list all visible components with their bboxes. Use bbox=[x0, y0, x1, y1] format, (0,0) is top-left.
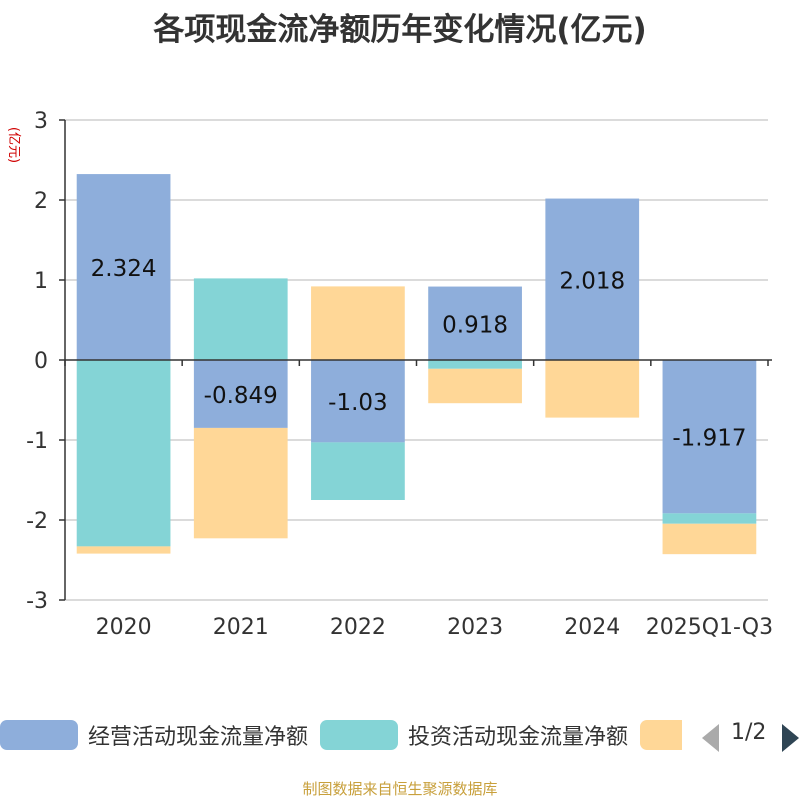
legend-item-operating[interactable]: 经营活动现金流量净额 bbox=[0, 718, 308, 752]
data-label-layer: 2.324 -0.849 -1.03 0.918 2.018 -1.917 bbox=[91, 256, 747, 452]
bar-segment-series-0[interactable] bbox=[428, 286, 522, 360]
y-axis-label: (亿元) bbox=[6, 127, 21, 163]
legend-swatch-investing bbox=[320, 720, 398, 750]
bar-segment-series-1[interactable] bbox=[76, 360, 171, 547]
bar-segment-series-2[interactable] bbox=[193, 427, 288, 539]
legend-prev-page-icon[interactable] bbox=[702, 724, 719, 752]
bar-segment-series-0[interactable] bbox=[545, 198, 640, 360]
bar-segment-series-0[interactable] bbox=[662, 360, 757, 514]
legend-swatch-operating bbox=[0, 720, 78, 750]
bar-segment-series-2[interactable] bbox=[545, 360, 640, 418]
x-tick-label: 2024 bbox=[564, 615, 620, 640]
bar-chart: 3 2 1 0 -1 -2 -3 (亿元) 2020 2021 2022 2023 2024 2025Q1… bbox=[6, 109, 773, 640]
grid-layer bbox=[65, 119, 768, 601]
axis-layer: 3 2 1 0 -1 -2 -3 (亿元) 2020 2021 2022 2023 2024 2025Q1… bbox=[6, 109, 773, 640]
data-label: -1.917 bbox=[672, 426, 746, 452]
y-tick-label: -3 bbox=[26, 589, 48, 614]
data-label: 2.018 bbox=[559, 268, 625, 294]
data-label: 2.324 bbox=[91, 256, 157, 282]
bar-segment-series-2[interactable] bbox=[311, 286, 405, 360]
data-label: -1.03 bbox=[328, 390, 388, 416]
x-tick-label: 2022 bbox=[330, 615, 386, 640]
bar-segment-series-0[interactable] bbox=[311, 360, 405, 443]
legend-next-page-icon[interactable] bbox=[782, 724, 799, 752]
y-tick-label: 1 bbox=[34, 269, 48, 294]
legend-label-operating: 经营活动现金流量净额 bbox=[88, 725, 309, 750]
bar-segment-series-1[interactable] bbox=[193, 278, 288, 360]
y-tick-label: 3 bbox=[34, 109, 48, 134]
legend-page-indicator: 1/2 bbox=[731, 720, 767, 745]
legend-swatch-financing bbox=[640, 720, 682, 750]
legend-label-investing: 投资活动现金流量净额 bbox=[408, 725, 629, 750]
bar-segment-series-0[interactable] bbox=[76, 174, 171, 360]
y-tick-label: -1 bbox=[26, 429, 48, 454]
x-tick-label: 2025Q1-Q3 bbox=[646, 615, 773, 640]
source-note: 制图数据来自恒生聚源数据库 bbox=[302, 780, 498, 798]
bar-segment-series-1[interactable] bbox=[662, 513, 757, 524]
bar-segment-series-2[interactable] bbox=[76, 546, 171, 554]
bar-segment-series-1[interactable] bbox=[311, 442, 405, 500]
data-label: -0.849 bbox=[204, 383, 278, 409]
chart-title: 各项现金流净额历年变化情况(亿元) bbox=[153, 12, 647, 48]
legend-item-investing[interactable]: 投资活动现金流量净额 bbox=[320, 718, 628, 752]
bar-segment-series-2[interactable] bbox=[428, 368, 522, 404]
bar-layer bbox=[76, 174, 757, 555]
y-tick-label: 2 bbox=[34, 189, 48, 214]
y-tick-label: 0 bbox=[34, 349, 48, 374]
legend-item-financing[interactable] bbox=[640, 718, 692, 752]
data-label: 0.918 bbox=[442, 312, 508, 338]
bar-segment-series-2[interactable] bbox=[662, 523, 757, 555]
bar-segment-series-0[interactable] bbox=[193, 360, 288, 428]
x-tick-label: 2021 bbox=[213, 615, 269, 640]
x-tick-label: 2020 bbox=[96, 615, 152, 640]
legend: 经营活动现金流量净额 投资活动现金流量净额 1/2 bbox=[0, 716, 800, 756]
bar-segment-series-1[interactable] bbox=[428, 360, 522, 369]
y-tick-label: -2 bbox=[26, 509, 48, 534]
x-tick-label: 2023 bbox=[447, 615, 503, 640]
